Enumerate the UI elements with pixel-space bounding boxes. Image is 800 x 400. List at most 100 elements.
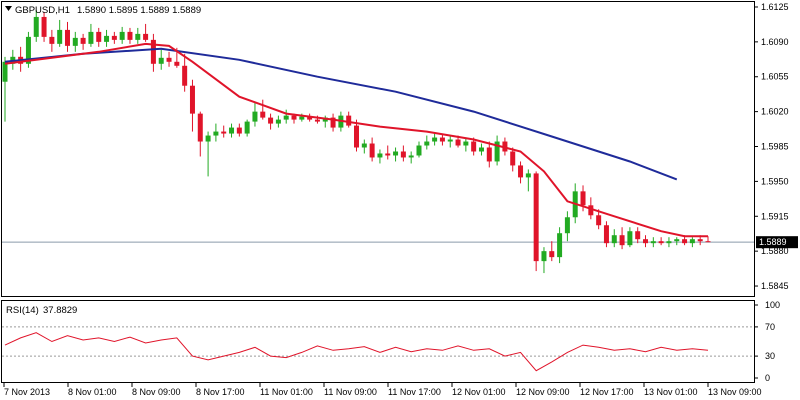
candle-bear xyxy=(619,235,625,246)
rsi-title-label: RSI(14) xyxy=(6,305,39,316)
candle-bull xyxy=(252,111,258,122)
price-tick-label: 1.5950 xyxy=(761,176,789,186)
rsi-axis: 100 70 30 0 xyxy=(754,300,780,383)
current-price-marker: 1.5889 xyxy=(756,236,798,249)
candle-bull xyxy=(494,141,500,162)
candle-bull xyxy=(275,119,281,124)
candle-bear xyxy=(682,239,688,244)
candle-bull xyxy=(57,29,63,44)
candle-bull xyxy=(361,143,367,148)
candle-bear xyxy=(588,205,594,216)
candle-bear xyxy=(64,29,70,46)
candle-bull xyxy=(88,31,94,44)
candle-bull xyxy=(377,153,383,158)
candle-bull xyxy=(205,135,211,142)
price-tick-label: 1.5915 xyxy=(761,211,789,221)
candle-bull xyxy=(283,115,289,120)
candle-bull xyxy=(213,131,219,136)
candle-bull xyxy=(393,151,399,156)
candle-bear xyxy=(236,127,242,134)
price-tick-label: 1.6125 xyxy=(761,2,789,12)
time-tick-label: 8 Nov 17:00 xyxy=(196,387,245,397)
candle-bear xyxy=(49,36,55,44)
candle-bear xyxy=(510,151,516,166)
candle-bear xyxy=(127,31,133,40)
rsi-tick-label: 100 xyxy=(765,300,780,310)
price-tick-label: 1.6090 xyxy=(761,37,789,47)
time-tick-label: 12 Nov 09:00 xyxy=(516,387,570,397)
candle-bear xyxy=(471,141,477,152)
candle-bear xyxy=(197,113,203,142)
candlesticks xyxy=(2,9,711,274)
price-tick-label: 1.6055 xyxy=(761,72,789,82)
candle-bull xyxy=(2,61,8,82)
candle-bull xyxy=(557,233,563,258)
candle-bull xyxy=(229,127,235,134)
price-axis: 1.6125 1.6090 1.6055 1.6020 1.5985 1.5950 1.59… xyxy=(754,2,789,291)
candle-bull xyxy=(447,139,453,142)
time-tick-label: 13 Nov 01:00 xyxy=(644,387,698,397)
candle-bear xyxy=(96,31,102,42)
candle-bear xyxy=(307,116,313,120)
candle-bull xyxy=(299,116,305,120)
current-price-label: 1.5889 xyxy=(759,237,787,247)
time-tick-label: 11 Nov 01:00 xyxy=(260,387,313,397)
candle-bear xyxy=(455,139,461,146)
candle-bear xyxy=(705,241,711,243)
candle-bear xyxy=(486,147,492,162)
candle-bear xyxy=(291,115,297,120)
candle-bull xyxy=(525,173,531,178)
price-tick-label: 1.5845 xyxy=(761,281,789,291)
candle-bull xyxy=(650,241,656,244)
candle-bear xyxy=(603,225,609,244)
candle-bear xyxy=(400,151,406,158)
candle-bear xyxy=(174,61,180,66)
candle-bull xyxy=(432,137,438,142)
candle-bull xyxy=(611,235,617,244)
candle-bear xyxy=(533,173,539,262)
candle-bull xyxy=(674,239,680,242)
price-tick-label: 1.5880 xyxy=(761,246,789,256)
candle-bear xyxy=(439,137,445,142)
time-tick-label: 7 Nov 2013 xyxy=(4,387,50,397)
candle-bull xyxy=(119,31,125,40)
candle-bear xyxy=(549,251,555,258)
candle-bear xyxy=(369,143,375,158)
price-tick-label: 1.5985 xyxy=(761,142,789,152)
candle-bear xyxy=(221,131,227,134)
symbol-label: GBPUSD,H1 xyxy=(15,5,70,16)
candle-bull xyxy=(541,251,547,262)
candle-bear xyxy=(111,35,117,40)
candle-bear xyxy=(150,39,156,64)
price-tick-label: 1.6020 xyxy=(761,107,789,117)
candle-bear xyxy=(580,191,586,206)
chart-menu-triangle-icon[interactable] xyxy=(5,6,12,11)
candle-bull xyxy=(244,121,250,134)
candle-bull xyxy=(478,147,484,152)
candle-bull xyxy=(72,37,78,46)
time-tick-label: 8 Nov 01:00 xyxy=(68,387,117,397)
rsi-line xyxy=(4,332,709,372)
time-tick-label: 11 Nov 17:00 xyxy=(388,387,441,397)
candle-bear xyxy=(697,239,703,242)
candle-bull xyxy=(158,57,164,64)
candle-bear xyxy=(189,85,195,114)
rsi-panel-frame xyxy=(1,300,755,383)
candle-bear xyxy=(596,215,602,226)
candle-bear xyxy=(41,16,47,37)
candle-bear xyxy=(260,111,266,118)
candle-bull xyxy=(564,217,570,234)
time-tick-label: 8 Nov 09:00 xyxy=(132,387,181,397)
candle-bear xyxy=(346,115,352,126)
candle-bear xyxy=(658,241,664,244)
rsi-value-label: 37.8829 xyxy=(43,305,77,316)
candle-bull xyxy=(135,33,141,40)
candle-bear xyxy=(518,165,524,178)
candle-bull xyxy=(627,231,633,246)
candle-bear xyxy=(143,33,149,40)
rsi-tick-label: 0 xyxy=(765,373,770,383)
candle-bull xyxy=(666,241,672,244)
candle-bull xyxy=(424,141,430,146)
ohlc-label: 1.5890 1.5895 1.5889 1.5889 xyxy=(77,5,201,16)
